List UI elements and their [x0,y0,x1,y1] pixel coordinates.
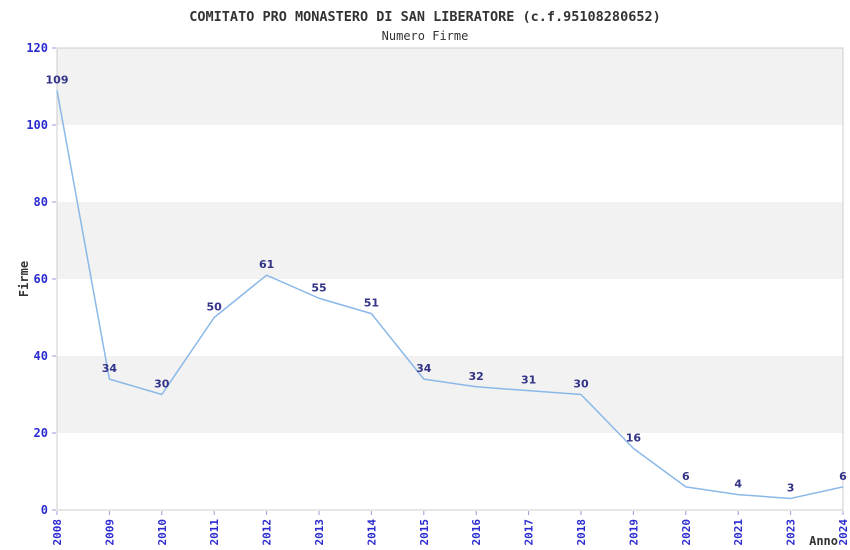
data-point-label: 30 [573,378,589,391]
data-line [56,90,844,500]
x-tick-label: 2009 [103,519,116,546]
x-tick-label: 2020 [680,519,693,546]
plot-border [56,47,844,511]
x-tick-label: 2015 [418,519,431,546]
grid-band [57,356,843,433]
chart-title: COMITATO PRO MONASTERO DI SAN LIBERATORE… [189,9,660,25]
x-tick-label: 2010 [156,519,169,546]
y-tick-label: 20 [34,426,48,440]
x-tick-label: 2011 [208,519,221,546]
data-point-label: 16 [626,431,642,444]
x-tick-label: 2018 [575,519,588,546]
data-point-label: 4 [734,478,742,491]
y-tick-label: 40 [34,349,48,363]
data-point-label: 3 [787,481,795,494]
x-tick-label: 2023 [785,519,798,546]
data-point-label: 61 [259,258,274,271]
data-point-label: 32 [469,370,484,383]
x-axis-title: Anno [809,534,838,548]
y-tick-label: 120 [26,41,48,55]
x-tick-label: 2014 [365,519,378,546]
y-tick-label: 80 [34,195,48,209]
data-point-label: 31 [521,374,536,387]
x-tick-label: 2016 [470,519,483,546]
x-tick-label: 2019 [627,519,640,546]
data-point-label: 50 [207,301,223,314]
x-tick-label: 2024 [837,519,850,546]
y-tick-label: 60 [34,272,48,286]
x-tick-label: 2017 [523,519,536,546]
data-point-label: 109 [46,73,69,86]
grid-band [57,202,843,279]
y-tick-label: 100 [26,118,48,132]
x-tick-label: 2021 [732,519,745,546]
data-point-label: 55 [311,281,326,294]
grid-band [57,48,843,125]
data-point-label: 30 [154,378,170,391]
data-point-label: 51 [364,297,379,310]
data-point-label: 6 [682,470,690,483]
chart-subtitle: Numero Firme [382,29,469,43]
y-tick-label: 0 [41,503,48,517]
x-tick-label: 2008 [51,519,64,546]
data-point-label: 34 [416,362,432,375]
x-tick-label: 2012 [261,519,274,546]
x-tick-label: 2013 [313,519,326,546]
y-axis-title: Firme [17,261,31,297]
data-point-label: 6 [839,470,847,483]
data-point-label: 34 [102,362,118,375]
